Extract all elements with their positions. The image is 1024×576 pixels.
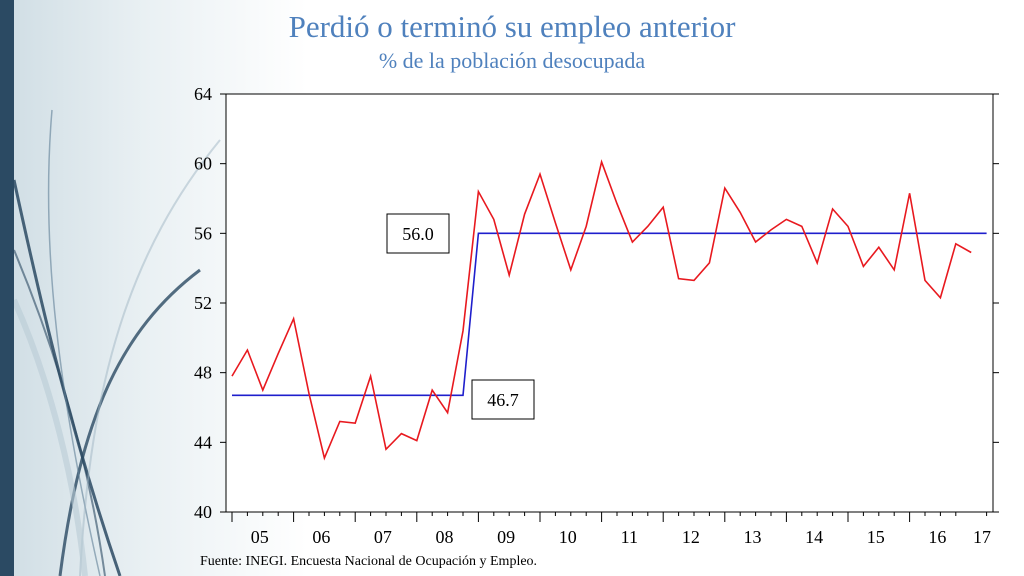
annotation-labels: 56.0 46.7 — [386, 213, 535, 420]
annotation-box — [386, 213, 450, 254]
x-tick-label: 05 — [251, 527, 269, 547]
x-tick-label: 12 — [682, 527, 700, 547]
source-footnote: Fuente: INEGI. Encuesta Nacional de Ocup… — [200, 554, 538, 569]
x-tick-label: 14 — [805, 527, 823, 547]
average-step-path — [232, 232, 987, 397]
x-tick-label: 11 — [621, 527, 638, 547]
y-tick-label: 44 — [194, 432, 212, 452]
y-tick-label: 64 — [194, 84, 212, 104]
x-tick-label: 07 — [374, 527, 392, 547]
annotation-label: 46.7 — [487, 390, 519, 410]
annotation-label: 56.0 — [402, 224, 434, 244]
x-tick-label: 13 — [744, 527, 762, 547]
chart-subtitle: % de la población desocupada — [378, 48, 646, 73]
decorative-curves — [11, 109, 221, 576]
x-tick-label: 17 — [973, 527, 991, 547]
annotation-box — [471, 379, 535, 420]
y-tick-label: 40 — [194, 502, 212, 522]
x-tick-label: 15 — [867, 527, 885, 547]
chart-title: Perdió o terminó su empleo anterior — [288, 9, 736, 44]
x-axis: 05 06 07 08 09 10 11 12 13 14 15 16 17 — [231, 512, 991, 547]
y-tick-label: 52 — [194, 293, 212, 313]
x-tick-label: 10 — [559, 527, 577, 547]
x-tick-label: 06 — [312, 527, 330, 547]
y-tick-label: 60 — [194, 154, 212, 174]
x-tick-label: 08 — [436, 527, 454, 547]
average-step-line — [232, 232, 987, 397]
plot-area — [225, 93, 994, 513]
x-tick-label: 09 — [497, 527, 515, 547]
y-tick-label: 56 — [194, 223, 212, 243]
y-axis: 40 44 48 52 56 60 64 — [194, 84, 999, 522]
left-accent-bar — [0, 0, 14, 576]
series-line — [231, 159, 972, 461]
x-tick-label: 16 — [928, 527, 946, 547]
y-tick-label: 48 — [194, 363, 212, 383]
